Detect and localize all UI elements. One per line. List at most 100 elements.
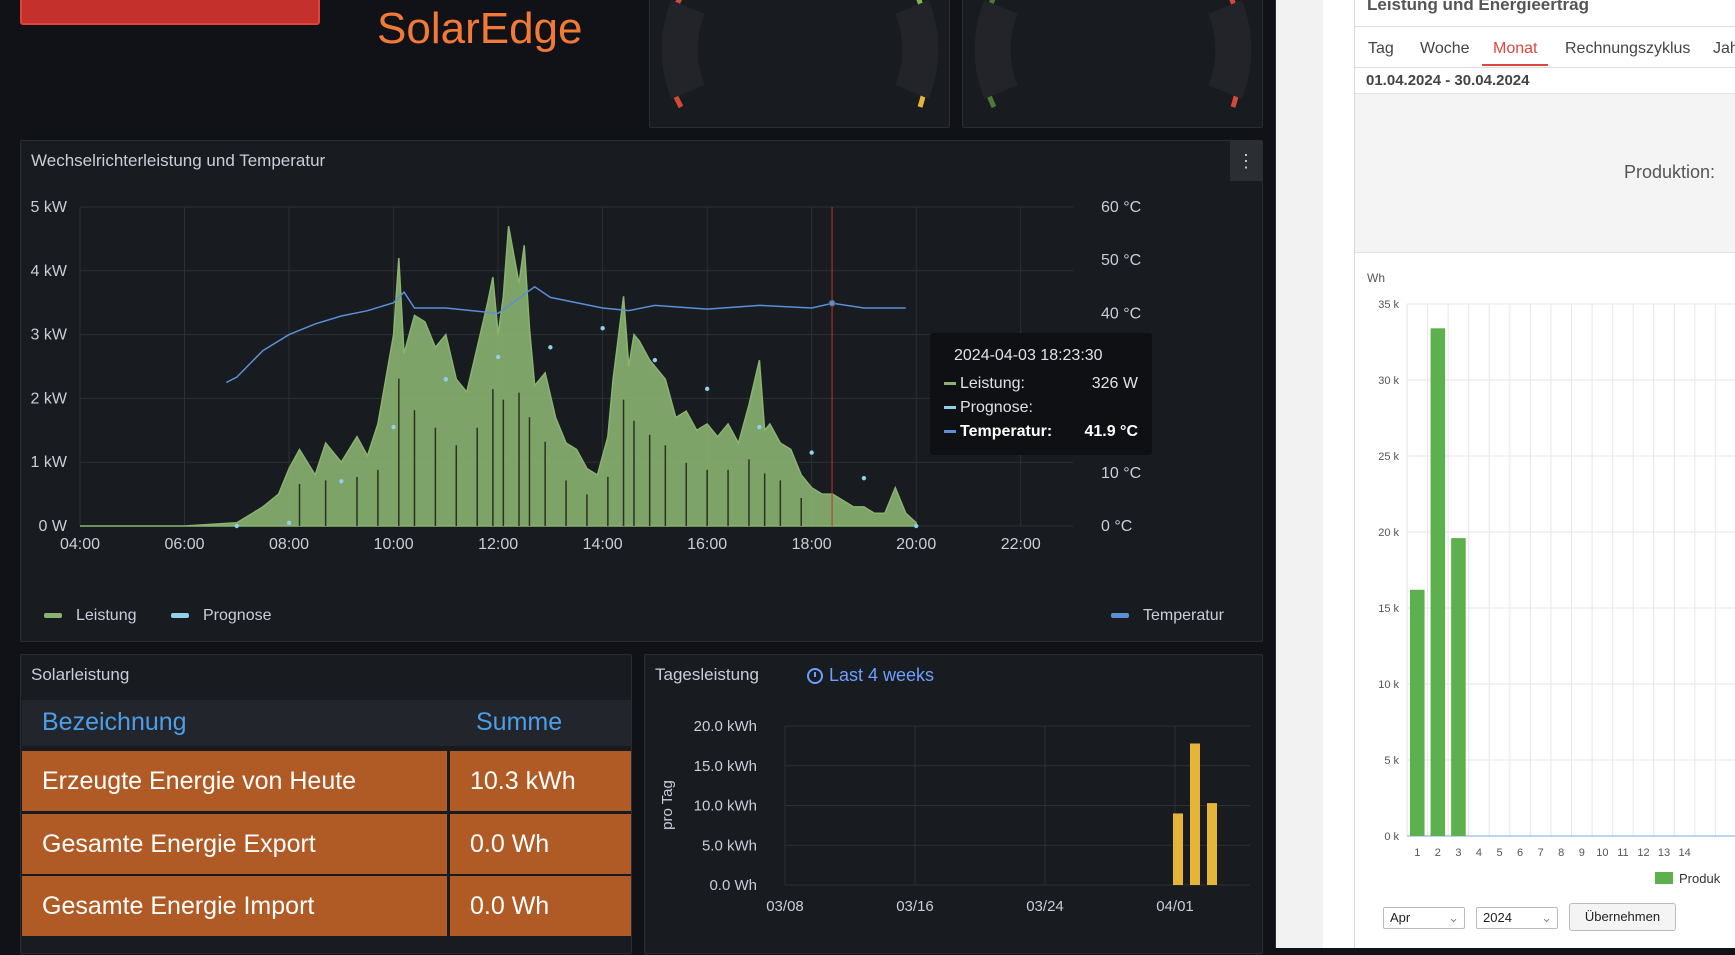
- y-right-tick-label: 0 °C: [1101, 518, 1132, 535]
- tooltip-temp-row: Temperatur:: [944, 423, 1052, 443]
- time-range-picker[interactable]: Last 4 weeks: [807, 665, 934, 686]
- series-temperature-line: [225, 285, 906, 384]
- x-tick-label: 06:00: [165, 536, 205, 553]
- x-tick-label: 5: [1496, 847, 1502, 859]
- y-left-tick-label: 1 kW: [31, 454, 68, 471]
- series-forecast-point: [391, 424, 396, 430]
- y-tick-label: 25 k: [1378, 451, 1399, 463]
- series-forecast-point: [600, 326, 605, 331]
- month-select[interactable]: Apr ⌄: [1383, 907, 1465, 929]
- inverter-panel-title: Wechselrichterleistung und Temperatur: [31, 151, 326, 170]
- y-tick-label: 15 k: [1378, 603, 1399, 615]
- x-tick-label: 03/16: [896, 898, 934, 915]
- y-tick-label: 35 k: [1378, 299, 1399, 311]
- daily-chart: 0.0 Wh 5.0 kWh 10.0 kWh 15.0 kWh 20.0 kWh 03/…: [659, 718, 1250, 915]
- solar-panel: Solarleistung Bezeichnung Summe Erzeugte…: [20, 654, 632, 954]
- bar-04/01: [1173, 813, 1183, 885]
- legend-temperature[interactable]: Temperatur: [1111, 607, 1224, 625]
- chevron-down-icon: ⌄: [1448, 910, 1459, 925]
- x-tick-label: 4: [1476, 847, 1482, 859]
- x-tick-label: 3: [1455, 847, 1461, 859]
- y-left-tick-label: 2 kW: [31, 390, 68, 407]
- x-tick-label: 13: [1658, 847, 1670, 859]
- year-select-value: 2024: [1483, 910, 1512, 925]
- clock-icon: [807, 668, 823, 685]
- x-tick-label: 10:00: [374, 536, 414, 553]
- x-tick-label: 8: [1558, 847, 1564, 859]
- apply-button[interactable]: Übernehmen: [1569, 903, 1676, 931]
- x-tick-label: 11: [1617, 847, 1628, 859]
- bar-day-1: [1410, 589, 1425, 836]
- series-forecast-point: [548, 345, 553, 350]
- tab-tag[interactable]: Tag: [1368, 40, 1394, 57]
- series-forecast-point: [652, 357, 658, 363]
- y-right-tick-label: 50 °C: [1101, 252, 1141, 269]
- kebab-menu-icon[interactable]: ⋮: [1230, 141, 1262, 181]
- year-select[interactable]: 2024 ⌄: [1476, 907, 1558, 929]
- tooltip-power-row: Leistung:: [944, 375, 1025, 395]
- y-left-tick-label: 4 kW: [31, 263, 68, 280]
- x-tick-label: 14: [1678, 847, 1690, 859]
- y-tick-label: 5 k: [1384, 755, 1399, 767]
- hover-point-temperature: [828, 299, 836, 307]
- tooltip-power-label: Leistung:: [960, 375, 1025, 392]
- x-tick-label: 22:00: [1001, 536, 1041, 553]
- daily-panel-title: Tagesleistung: [655, 665, 759, 684]
- legend-forecast-swatch: [171, 613, 189, 619]
- table-header: Bezeichnung Summe: [22, 700, 631, 746]
- y-tick-label: 0.0 Wh: [709, 877, 757, 894]
- tooltip-forecast-label: Prognose:: [960, 399, 1033, 416]
- series-forecast-point: [861, 475, 867, 481]
- bar-day-2: [1430, 328, 1446, 836]
- y-right-tick-label: 40 °C: [1101, 305, 1141, 322]
- x-tick-label: 1: [1414, 847, 1420, 859]
- date-range: 01.04.2024 - 30.04.2024: [1366, 72, 1530, 89]
- x-tick-label: 03/08: [766, 898, 804, 915]
- tooltip-forecast-swatch: [944, 406, 956, 410]
- brand-title: SolarEdge: [377, 4, 583, 53]
- legend-forecast[interactable]: Prognose: [171, 607, 272, 625]
- tab-jahr[interactable]: Jah: [1713, 40, 1735, 57]
- bar-04/02: [1190, 743, 1200, 885]
- col-header-name[interactable]: Bezeichnung: [42, 708, 187, 736]
- series-forecast-point: [914, 523, 919, 529]
- solar-panel-title: Solarleistung: [31, 665, 130, 684]
- tooltip-temp-swatch: [944, 430, 956, 434]
- legend-power[interactable]: Leistung: [44, 607, 137, 625]
- tab-woche[interactable]: Woche: [1420, 40, 1470, 57]
- energy-card-title: Leistung und Energieertrag: [1367, 0, 1589, 14]
- legend-forecast-label: Prognose: [203, 607, 272, 624]
- y-left-tick-label: 3 kW: [31, 327, 68, 344]
- x-tick-label: 14:00: [583, 536, 623, 553]
- tab-rechnungszyklus[interactable]: Rechnungszyklus: [1565, 40, 1691, 57]
- y-tick-label: 10 k: [1378, 679, 1399, 691]
- tab-monat[interactable]: Monat: [1493, 40, 1538, 57]
- y-tick-label: 30 k: [1378, 375, 1399, 387]
- inverter-chart: 04:00 06:00 08:00 10:00 12:00 14:00 16:00 18:00…: [31, 199, 1142, 553]
- tooltip-forecast-row: Prognose:: [944, 399, 1033, 419]
- bar-day-3: [1451, 538, 1466, 836]
- daily-panel: Tagesleistung Last 4 weeks 0.0 Wh 5.0 kWh…: [644, 654, 1263, 954]
- tooltip-time: 2024-04-03 18:23:30: [954, 347, 1103, 364]
- energy-card: Leistung und Energieertrag Tag Woche Mon…: [1354, 0, 1735, 948]
- y-axis-label: pro Tag: [659, 780, 676, 830]
- y-tick-label: 10.0 kWh: [694, 798, 757, 815]
- y-right-tick-label: 60 °C: [1101, 199, 1141, 216]
- bar-04/03: [1207, 803, 1217, 885]
- y-tick-label: 15.0 kWh: [694, 758, 757, 775]
- x-tick-label: 9: [1579, 847, 1585, 859]
- legend-power-swatch: [44, 613, 62, 619]
- series-forecast-point: [495, 354, 501, 360]
- y-tick-label: 0 k: [1384, 831, 1399, 843]
- x-tick-label: 6: [1517, 847, 1523, 859]
- x-tick-label: 12:00: [478, 536, 518, 553]
- row-0-name: Erzeugte Energie von Heute: [22, 751, 447, 811]
- x-tick-label: 10: [1596, 847, 1608, 859]
- row-2-name: Gesamte Energie Import: [22, 876, 447, 936]
- series-forecast-point: [757, 424, 762, 430]
- col-header-sum[interactable]: Summe: [476, 708, 563, 736]
- legend-temperature-swatch: [1111, 613, 1129, 619]
- legend-temperature-label: Temperatur: [1143, 607, 1224, 624]
- month-select-value: Apr: [1390, 910, 1411, 925]
- x-tick-label: 20:00: [896, 536, 936, 553]
